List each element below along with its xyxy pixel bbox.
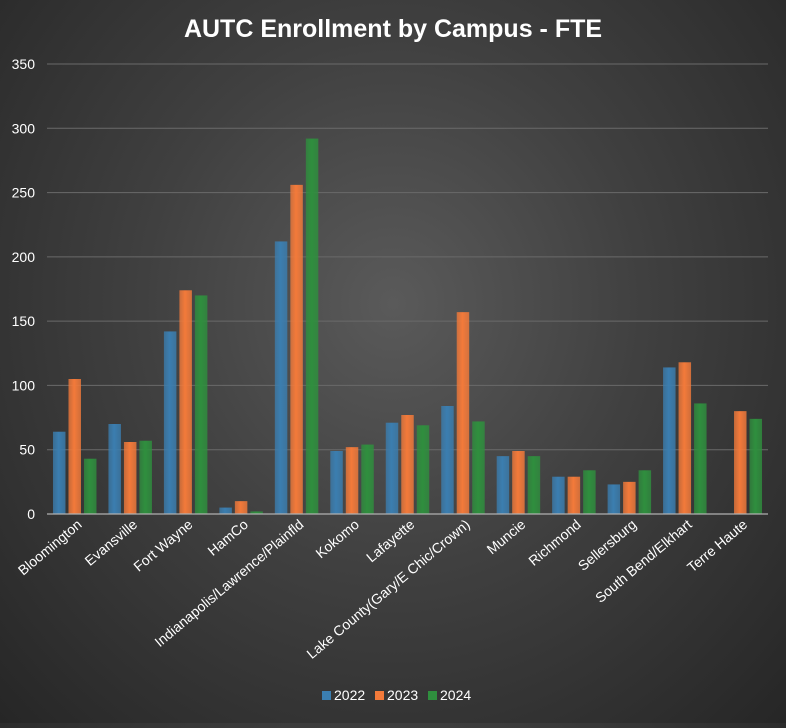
chart-title: AUTC Enrollment by Campus - FTE xyxy=(184,15,602,43)
bar-2024-8 xyxy=(527,456,541,514)
bar-2022-2 xyxy=(163,331,177,514)
bar-2024-12 xyxy=(749,418,763,514)
bar-2023-6 xyxy=(401,415,414,514)
bar-2023-12 xyxy=(734,411,747,514)
bar-2024-1 xyxy=(139,440,152,514)
y-tick-label: 250 xyxy=(12,185,36,201)
bar-2023-7 xyxy=(456,312,470,514)
y-tick-label: 350 xyxy=(12,56,36,72)
bar-2023-9 xyxy=(567,476,581,514)
y-tick-label: 50 xyxy=(19,442,35,458)
legend-label-2024: 2024 xyxy=(440,687,471,703)
x-tick-label: Bloomington xyxy=(15,516,85,578)
legend-label-2023: 2023 xyxy=(387,687,418,703)
bar-2022-11 xyxy=(663,367,676,514)
bars xyxy=(52,138,763,515)
y-tick-label: 200 xyxy=(12,249,36,265)
legend-label-2022: 2022 xyxy=(334,687,365,703)
bar-2022-9 xyxy=(552,476,565,514)
bar-2022-6 xyxy=(385,422,399,514)
x-tick-label: Muncie xyxy=(483,516,528,557)
legend: 2022 2023 2024 xyxy=(322,687,471,703)
bar-2023-2 xyxy=(179,290,192,514)
legend-swatch-2024 xyxy=(428,691,437,700)
legend-swatch-2023 xyxy=(375,691,384,700)
x-tick-label: Kokomo xyxy=(312,516,362,561)
bar-2022-0 xyxy=(52,431,66,514)
x-tick-label: HamCo xyxy=(204,516,251,559)
x-tick-label: South Bend/Elkhart xyxy=(592,516,695,606)
bar-2023-10 xyxy=(623,481,636,514)
bar-2023-8 xyxy=(512,451,525,514)
bar-2022-4 xyxy=(274,241,288,514)
bar-2022-8 xyxy=(496,456,510,514)
bar-2024-5 xyxy=(361,444,374,514)
bar-2023-1 xyxy=(123,442,137,514)
bar-2024-9 xyxy=(583,470,596,514)
y-tick-label: 150 xyxy=(12,313,36,329)
x-tick-label: Lafayette xyxy=(363,516,418,565)
bar-2023-4 xyxy=(290,184,303,514)
legend-swatch-2022 xyxy=(322,691,331,700)
bar-2022-10 xyxy=(607,484,621,514)
y-tick-label: 100 xyxy=(12,377,36,393)
bar-2024-10 xyxy=(638,470,652,514)
x-tick-label: Fort Wayne xyxy=(130,516,195,575)
bar-2023-11 xyxy=(678,362,692,514)
y-tick-label: 0 xyxy=(27,506,35,522)
bar-2022-1 xyxy=(108,424,121,514)
bar-2024-0 xyxy=(83,458,97,514)
bar-2023-3 xyxy=(234,501,248,514)
bar-2024-7 xyxy=(472,421,485,514)
bar-2024-4 xyxy=(305,138,319,515)
bar-2024-6 xyxy=(416,425,430,514)
y-tick-label: 300 xyxy=(12,120,36,136)
bar-2022-3 xyxy=(219,507,232,514)
bar-2024-2 xyxy=(194,295,208,514)
y-axis-ticks: 0 50 100 150 200 250 300 350 xyxy=(12,56,36,522)
bar-2022-7 xyxy=(441,406,454,514)
x-tick-label: Terre Haute xyxy=(684,516,750,575)
bar-2022-5 xyxy=(330,451,343,514)
bar-2023-0 xyxy=(68,379,81,514)
bar-2023-5 xyxy=(345,447,359,514)
grid-lines xyxy=(47,63,768,451)
bar-2024-11 xyxy=(694,403,707,514)
bar-2024-3 xyxy=(250,511,263,514)
